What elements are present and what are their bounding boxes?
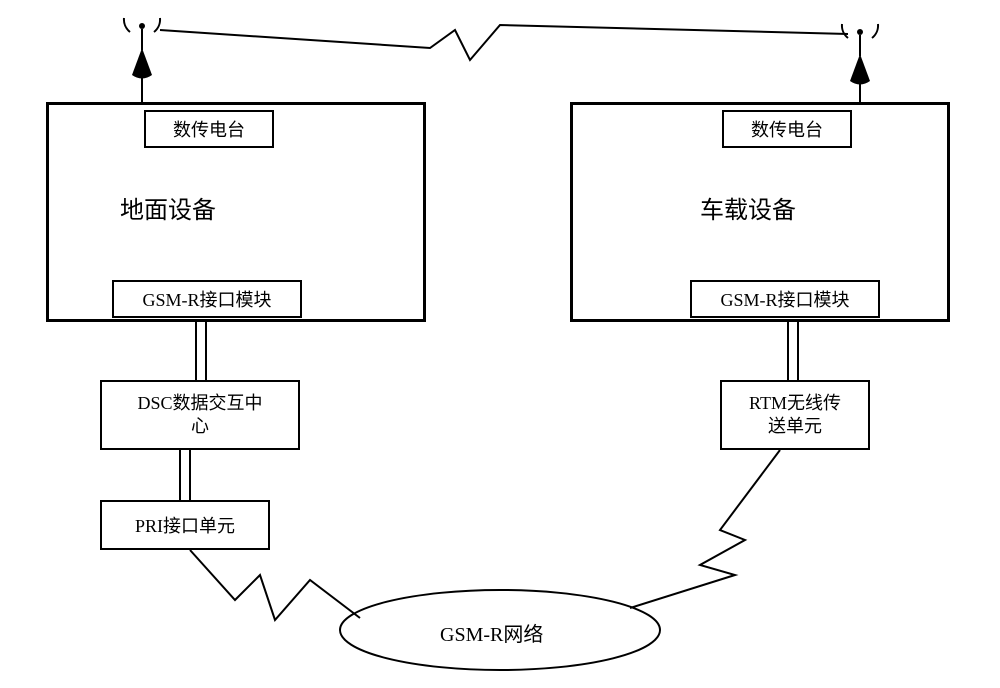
onboard-equipment-title: 车载设备 xyxy=(700,190,796,225)
ground-equipment-title: 地面设备 xyxy=(120,190,216,225)
onboard-radio-box: 数传电台 xyxy=(722,110,852,148)
dsc-label-line2: 心 xyxy=(191,415,209,438)
onboard-radio-label: 数传电台 xyxy=(751,116,823,142)
zigzag-rtm-to-network xyxy=(630,450,780,608)
rtm-label-line1: RTM无线传 xyxy=(749,392,841,415)
zigzag-pri-to-network xyxy=(190,550,360,620)
rtm-box: RTM无线传 送单元 xyxy=(720,380,870,450)
ground-radio-label: 数传电台 xyxy=(173,116,245,142)
dsc-label-line1: DSC数据交互中 xyxy=(137,392,262,415)
ground-radio-box: 数传电台 xyxy=(144,110,274,148)
zigzag-antenna-link xyxy=(160,25,848,60)
gsmr-network-label: GSM-R网络 xyxy=(440,618,543,647)
ground-gsmr-label: GSM-R接口模块 xyxy=(142,286,271,312)
rtm-label-line2: 送单元 xyxy=(768,415,822,438)
onboard-gsmr-box: GSM-R接口模块 xyxy=(690,280,880,318)
pri-label: PRI接口单元 xyxy=(135,512,235,538)
left-antenna-icon xyxy=(124,18,160,79)
ground-gsmr-box: GSM-R接口模块 xyxy=(112,280,302,318)
right-antenna-icon xyxy=(842,24,878,85)
onboard-gsmr-label: GSM-R接口模块 xyxy=(720,286,849,312)
dsc-box: DSC数据交互中 心 xyxy=(100,380,300,450)
pri-box: PRI接口单元 xyxy=(100,500,270,550)
